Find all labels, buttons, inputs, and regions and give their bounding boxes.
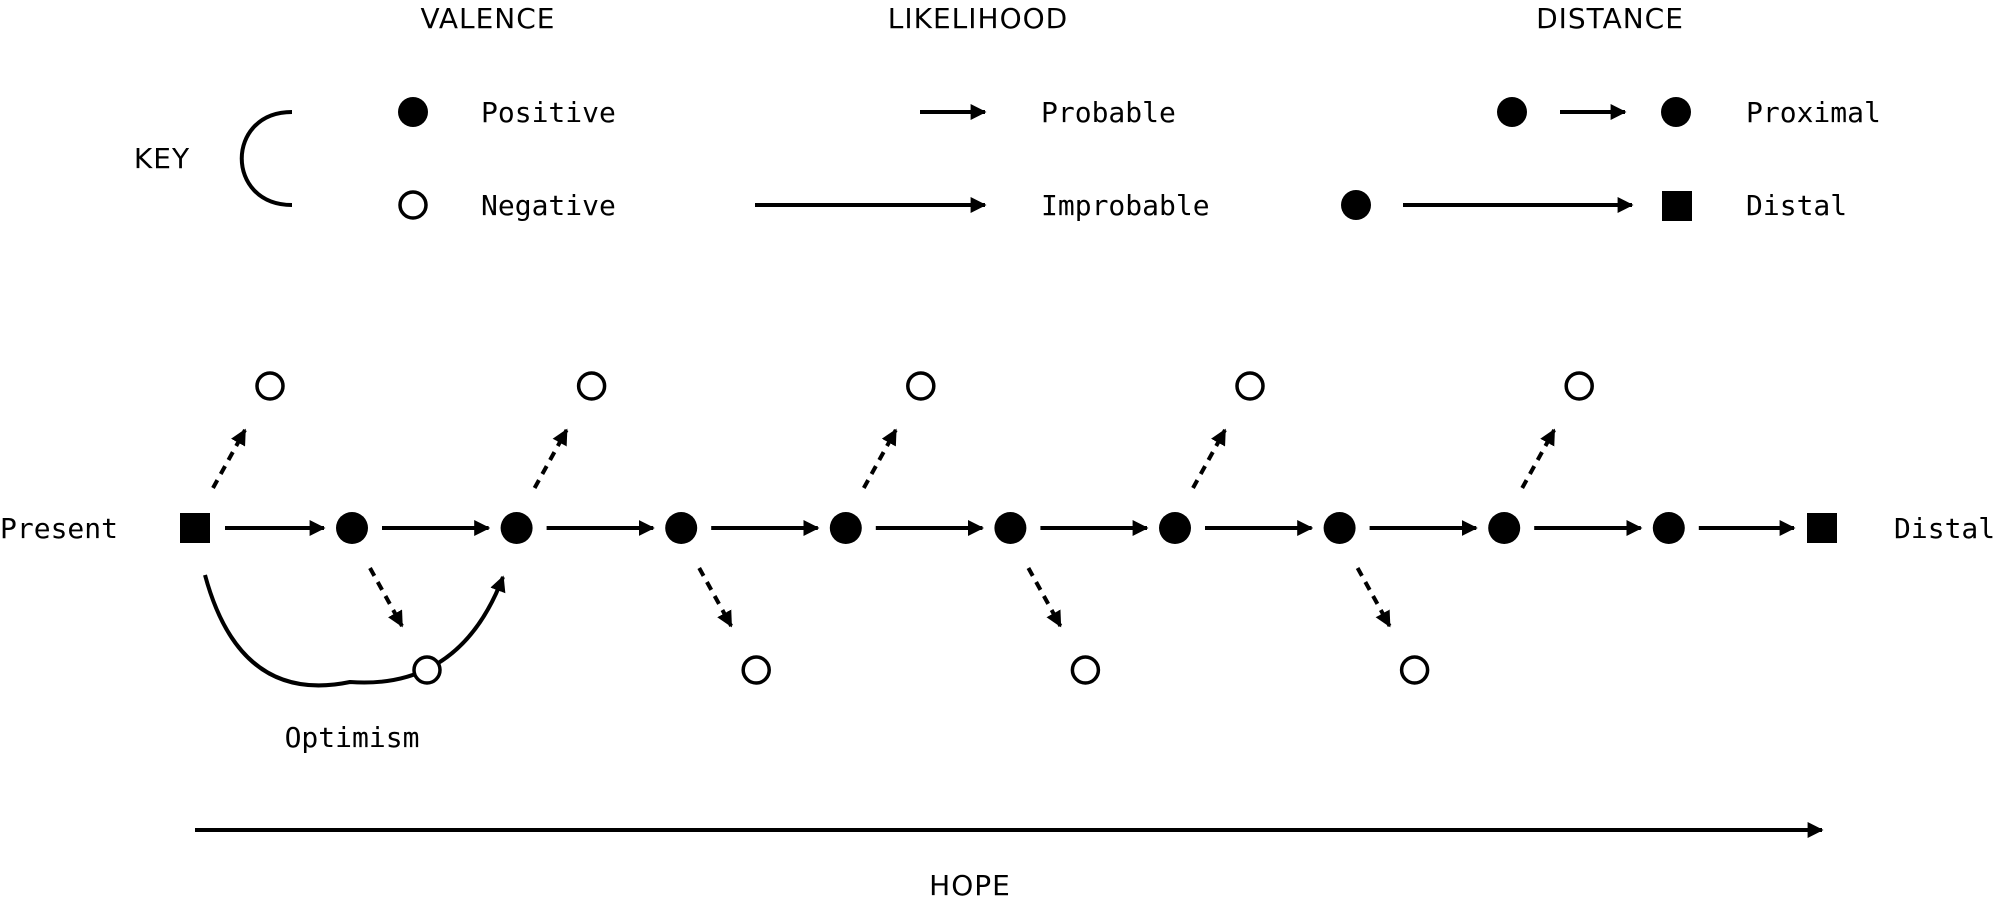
- positive-node-icon: [994, 512, 1027, 544]
- positive-node-icon: [665, 512, 698, 544]
- distal-end-label: Distal: [1894, 512, 1995, 545]
- improbable-negative-arrow-icon: [532, 428, 569, 489]
- improbable-negative-arrow-icon: [1520, 428, 1556, 489]
- improbable-negative-arrow-icon: [1191, 428, 1227, 489]
- negative-outcome-icon: [1070, 655, 1101, 685]
- negative-outcome-icon: [1564, 371, 1594, 401]
- key-label: KEY: [134, 142, 190, 175]
- proximal-end-node-icon: [1661, 97, 1691, 127]
- negative-outcome-icon: [1235, 371, 1265, 401]
- probable-label: Probable: [1041, 96, 1176, 129]
- positive-node-icon: [500, 512, 533, 544]
- improbable-negative-arrow-icon: [697, 567, 733, 628]
- improbable-negative-arrow-icon: [211, 428, 247, 489]
- positive-node-icon: [336, 512, 368, 544]
- present-square-icon: [180, 513, 210, 543]
- negative-outcome-icon: [741, 655, 771, 685]
- negative-outcome-icon: [412, 655, 442, 685]
- improbable-negative-arrow-icon: [1355, 567, 1392, 628]
- positive-node-icon: [829, 512, 862, 544]
- improbable-negative-arrow-icon: [862, 428, 898, 489]
- present-label: Present: [0, 512, 118, 545]
- positive-node-icon: [1488, 512, 1521, 544]
- optimism-label: Optimism: [285, 721, 420, 754]
- distal-start-node-icon: [1341, 190, 1371, 220]
- timeline: Present Distal Optimism HOPE: [0, 371, 1995, 897]
- proximal-label: Proximal: [1746, 96, 1881, 129]
- improbable-negative-arrow-icon: [368, 567, 404, 628]
- improbable-negative-arrow-icon: [1026, 567, 1063, 628]
- likelihood-header: LIKELIHOOD: [888, 2, 1068, 35]
- hope-label: HOPE: [929, 869, 1011, 897]
- proximal-start-node-icon: [1497, 97, 1527, 127]
- negative-outcome-icon: [255, 371, 285, 401]
- positive-node-icon: [1159, 512, 1191, 544]
- key-section: VALENCE LIKELIHOOD DISTANCE KEY Positive…: [134, 2, 1881, 222]
- positive-node-icon: [398, 97, 428, 127]
- negative-outcome-icon: [1399, 655, 1430, 685]
- optimism-arc-arrow-icon: [203, 574, 506, 688]
- negative-outcome-icon: [576, 371, 607, 401]
- negative-outcome-icon: [906, 371, 936, 401]
- negative-label: Negative: [481, 189, 616, 222]
- positive-node-icon: [1323, 512, 1356, 544]
- valence-header: VALENCE: [421, 2, 556, 35]
- distal-square-icon: [1662, 191, 1692, 221]
- distance-header: DISTANCE: [1536, 2, 1684, 35]
- negative-node-icon: [398, 190, 428, 220]
- positive-node-icon: [1652, 512, 1685, 544]
- key-bracket: [239, 110, 293, 207]
- improbable-label: Improbable: [1041, 189, 1210, 222]
- positive-label: Positive: [481, 96, 616, 129]
- distal-end-square-icon: [1807, 513, 1837, 543]
- distal-label: Distal: [1746, 189, 1847, 222]
